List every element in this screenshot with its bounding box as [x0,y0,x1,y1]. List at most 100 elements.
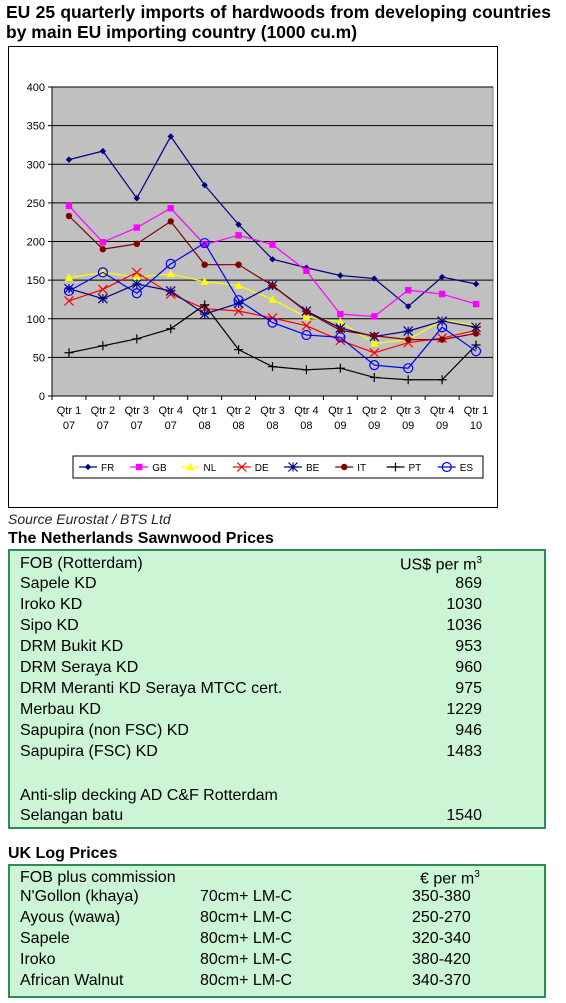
x-tick-label: Qtr 3 [396,405,420,417]
nl-price-table: FOB (Rotterdam) US$ per m3 Sapele KD 869 I… [8,549,546,829]
x-tick-label: Qtr 4 [159,405,183,417]
nl-wood-name: Sipo KD [20,617,79,634]
nl-wood-price: 1483 [446,743,482,760]
data-point-fr [99,147,107,155]
data-point-be [403,326,414,337]
data-point-fr [337,272,344,279]
data-point-de [97,284,108,295]
data-point-it [99,246,107,253]
data-point-pt [200,300,210,310]
data-point-gb [65,202,73,210]
nl-decking-price: 1540 [446,807,482,824]
nl-wood-price: 960 [455,659,482,676]
data-point-be [165,286,176,296]
y-tick-label: 400 [27,82,45,94]
data-point-it [269,282,276,289]
data-point-fr [472,280,480,288]
uk-header-unit: € per m3 [420,869,480,888]
x-tick-label: 08 [232,420,244,432]
data-point-fr [133,195,141,202]
data-point-gb [269,241,276,248]
nl-wood-price: 1229 [446,701,482,718]
x-tick-label: Qtr 2 [91,405,115,417]
x-tick-label: Qtr 4 [430,405,454,417]
nl-wood-name: Sapele KD [20,575,97,592]
data-point-it [303,308,310,315]
y-tick-label: 0 [39,391,45,403]
x-tick-label: 10 [470,420,482,432]
data-point-nl [132,272,142,281]
data-point-it [167,218,174,225]
uk-log-name: African Walnut [20,972,124,989]
data-point-be [97,293,108,304]
chart-source: Source Eurostat / BTS Ltd [8,511,171,527]
data-point-nl [302,313,311,321]
data-point-gb [99,239,107,246]
chart-title: EU 25 quarterly imports of hardwoods fro… [6,2,551,42]
x-tick-label: Qtr 1 [328,405,352,417]
data-point-gb [337,310,344,318]
data-point-es [267,317,278,328]
data-point-pt [166,324,176,334]
data-point-de [64,296,74,306]
data-point-gb [133,224,141,231]
legend-swatch-marker [441,461,452,473]
legend-swatch-marker [84,463,92,471]
series-line-es [68,242,477,369]
data-point-pt [437,375,447,385]
nl-wood-price: 946 [455,722,482,739]
data-point-it [371,332,378,339]
uk-log-price: 250-270 [412,909,471,926]
x-tick-label: 07 [97,420,109,432]
y-tick-label: 100 [27,314,45,326]
uk-header-label: FOB plus commission [20,869,176,886]
data-point-nl [336,317,345,326]
x-tick-label: Qtr 1 [192,405,216,417]
nl-wood-name: Sapupira (non FSC) KD [20,722,189,739]
nl-wood-name: Merbau KD [20,701,101,718]
uk-log-name: Iroko [20,951,56,968]
data-point-nl [370,339,379,347]
data-point-gb [404,286,412,294]
y-tick-label: 300 [27,159,45,171]
data-point-gb [303,267,310,275]
x-tick-label: Qtr 2 [362,405,386,417]
data-point-it [201,261,208,268]
x-tick-label: 07 [131,420,143,432]
uk-section-title: UK Log Prices [8,845,118,862]
data-point-pt [369,372,379,382]
x-tick-label: 09 [402,420,414,432]
data-point-fr [65,156,73,163]
uk-log-spec: 80cm+ LM-C [200,909,293,926]
data-point-gb [235,232,242,239]
data-point-es [470,346,482,357]
x-tick-label: 08 [266,420,278,432]
data-point-nl [200,277,209,285]
data-point-es [437,322,448,333]
x-tick-label: Qtr 4 [294,405,318,417]
data-point-nl [166,269,175,278]
uk-price-table: FOB plus commission € per m3 N'Gollon (k… [8,864,546,998]
data-point-pt [64,348,74,358]
x-tick-label: Qtr 1 [57,405,81,417]
data-point-pt [471,340,481,350]
uk-log-price: 350-380 [412,888,471,905]
data-point-it [133,240,141,248]
nl-wood-price: 1030 [446,596,482,613]
nl-wood-name: DRM Meranti KD Seraya MTCC cert. [20,680,283,697]
nl-wood-price: 975 [455,680,482,697]
data-point-gb [167,205,174,212]
legend-swatch-marker [391,462,400,472]
nl-wood-price: 953 [455,638,482,655]
data-point-es [131,288,142,299]
data-point-it [472,330,480,337]
data-point-be [199,309,210,320]
legend-swatch-marker [288,462,298,472]
uk-log-spec: 80cm+ LM-C [200,951,293,968]
y-tick-label: 250 [27,198,45,210]
data-point-es [403,363,414,374]
data-point-gb [472,300,480,308]
data-point-es [369,360,380,371]
uk-log-spec: 80cm+ LM-C [200,930,293,947]
data-point-pt [132,334,142,344]
